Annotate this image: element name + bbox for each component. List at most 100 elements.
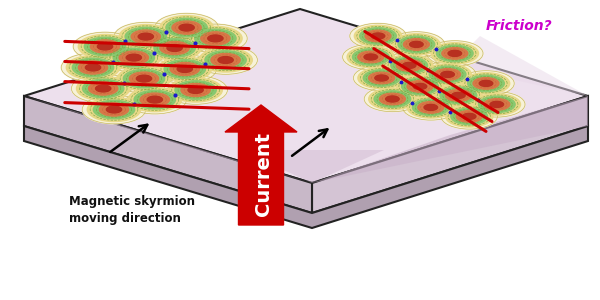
Ellipse shape [451, 108, 488, 124]
Ellipse shape [179, 24, 194, 31]
Ellipse shape [167, 45, 182, 51]
Ellipse shape [412, 99, 449, 116]
Ellipse shape [177, 66, 193, 72]
Ellipse shape [403, 62, 416, 68]
Text: Magnetic skyrmion
moving direction: Magnetic skyrmion moving direction [69, 195, 195, 225]
Ellipse shape [429, 66, 466, 82]
Ellipse shape [484, 99, 510, 110]
Ellipse shape [85, 64, 101, 71]
Ellipse shape [113, 48, 154, 67]
Ellipse shape [117, 67, 171, 91]
Ellipse shape [448, 50, 461, 56]
Ellipse shape [166, 18, 207, 37]
Ellipse shape [392, 74, 448, 99]
Ellipse shape [201, 32, 230, 45]
Polygon shape [312, 96, 588, 213]
Ellipse shape [440, 87, 477, 104]
Ellipse shape [407, 97, 454, 118]
Ellipse shape [355, 25, 401, 47]
Ellipse shape [431, 43, 478, 64]
Ellipse shape [97, 43, 113, 50]
Ellipse shape [347, 46, 394, 68]
Ellipse shape [208, 35, 223, 42]
Ellipse shape [436, 45, 473, 62]
Ellipse shape [170, 62, 199, 76]
Ellipse shape [71, 74, 135, 103]
Ellipse shape [211, 53, 240, 67]
Ellipse shape [82, 95, 146, 124]
Ellipse shape [102, 43, 166, 72]
Ellipse shape [430, 83, 487, 108]
Ellipse shape [188, 87, 203, 93]
Ellipse shape [130, 72, 158, 85]
Ellipse shape [87, 98, 141, 122]
Ellipse shape [473, 78, 499, 89]
Ellipse shape [445, 90, 472, 101]
Ellipse shape [154, 39, 195, 57]
Ellipse shape [363, 70, 400, 86]
Ellipse shape [352, 49, 389, 65]
Ellipse shape [143, 34, 206, 62]
Polygon shape [24, 126, 588, 228]
Polygon shape [240, 150, 384, 183]
Ellipse shape [119, 25, 173, 49]
Ellipse shape [442, 48, 468, 59]
Ellipse shape [403, 39, 430, 50]
Ellipse shape [456, 111, 482, 122]
Text: Friction?: Friction? [485, 19, 553, 32]
Ellipse shape [164, 60, 205, 78]
Ellipse shape [126, 54, 142, 61]
Ellipse shape [427, 41, 483, 66]
Ellipse shape [463, 73, 509, 94]
Ellipse shape [78, 34, 132, 58]
Ellipse shape [458, 71, 514, 96]
Ellipse shape [85, 37, 125, 56]
Ellipse shape [131, 30, 160, 43]
Ellipse shape [469, 92, 525, 117]
Ellipse shape [164, 76, 227, 104]
Ellipse shape [424, 64, 471, 85]
Ellipse shape [452, 92, 465, 98]
Ellipse shape [160, 41, 189, 55]
Ellipse shape [375, 75, 388, 81]
Ellipse shape [147, 96, 163, 103]
Ellipse shape [398, 36, 435, 52]
Ellipse shape [136, 75, 152, 82]
Polygon shape [450, 36, 588, 96]
Ellipse shape [73, 58, 113, 77]
Ellipse shape [169, 78, 223, 102]
Ellipse shape [95, 85, 111, 92]
Ellipse shape [343, 44, 399, 70]
Ellipse shape [128, 88, 182, 112]
Ellipse shape [89, 82, 118, 95]
Ellipse shape [413, 83, 427, 89]
Ellipse shape [114, 22, 178, 51]
Ellipse shape [397, 76, 443, 97]
Polygon shape [24, 96, 312, 183]
Ellipse shape [403, 95, 459, 120]
Ellipse shape [386, 96, 399, 102]
Ellipse shape [410, 41, 423, 47]
Ellipse shape [66, 56, 120, 80]
Text: Current: Current [254, 132, 274, 216]
Polygon shape [24, 9, 588, 183]
Ellipse shape [371, 33, 385, 39]
Ellipse shape [158, 57, 212, 81]
Ellipse shape [175, 81, 216, 99]
Ellipse shape [358, 51, 384, 63]
Ellipse shape [205, 51, 246, 69]
Ellipse shape [134, 90, 175, 109]
Ellipse shape [401, 78, 439, 94]
Ellipse shape [473, 94, 520, 115]
Ellipse shape [172, 21, 201, 34]
Ellipse shape [124, 69, 164, 88]
Ellipse shape [441, 104, 497, 129]
Ellipse shape [490, 101, 503, 107]
Ellipse shape [350, 23, 406, 49]
Ellipse shape [91, 40, 119, 53]
Ellipse shape [407, 81, 433, 92]
Ellipse shape [100, 103, 128, 116]
Ellipse shape [160, 16, 214, 40]
Ellipse shape [153, 55, 217, 83]
Ellipse shape [381, 53, 437, 78]
